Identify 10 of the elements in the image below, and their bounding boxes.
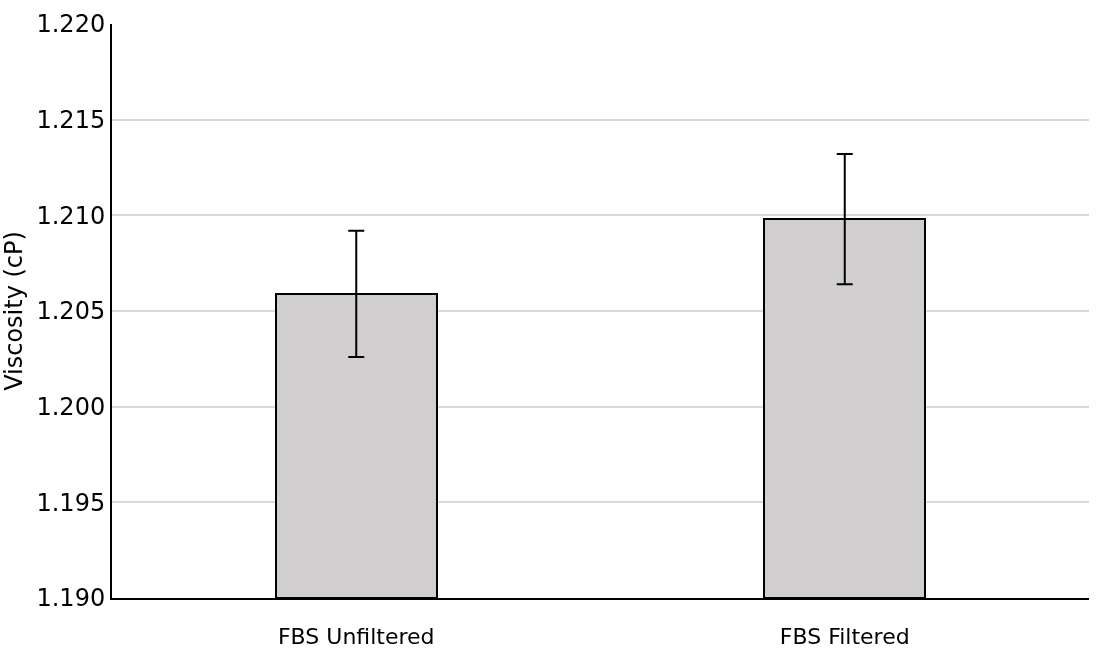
y-tick-label: 1.200 bbox=[36, 393, 106, 422]
y-tick-label: 1.210 bbox=[36, 201, 106, 230]
y-tick-label: 1.205 bbox=[36, 297, 106, 326]
y-tick-label: 1.220 bbox=[36, 10, 106, 39]
y-tick-label: 1.215 bbox=[36, 106, 106, 135]
y-tick-label: 1.195 bbox=[36, 488, 106, 517]
x-tick-label: FBS Unfiltered bbox=[277, 624, 435, 650]
x-tick-label: FBS Filtered bbox=[779, 624, 910, 650]
y-axis-title: Viscosity (cP) bbox=[0, 231, 28, 391]
y-tick-label: 1.190 bbox=[36, 584, 106, 613]
